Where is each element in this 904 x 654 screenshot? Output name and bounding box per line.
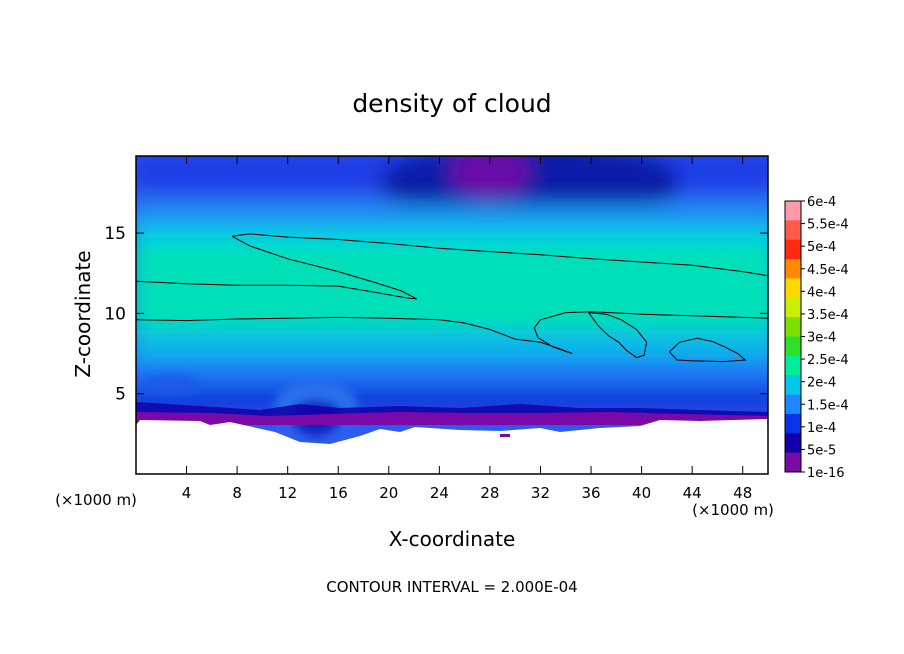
x-tick-label: 36 [581,484,600,502]
y-tick-label: 5 [115,385,126,405]
colorbar-swatch [785,355,801,376]
x-tick-label: 28 [480,484,499,502]
x-unit-left: (×1000 m) [55,491,137,509]
x-tick-label: 44 [683,484,702,502]
x-axis: 4 8 12 16 20 24 28 32 36 40 44 48 [182,156,752,502]
y-axis: 5 10 15 [104,224,768,405]
colorbar-label: 4.5e-4 [807,263,849,278]
colorbar-swatch [785,336,801,357]
x-tick-label: 20 [379,484,398,502]
colorbar-label: 2e-4 [807,376,836,391]
colorbar-swatch [785,452,801,473]
colorbar-label: 1e-4 [807,421,836,436]
x-axis-label: X-coordinate [389,527,516,551]
colorbar-swatch [785,297,801,318]
colorbar-swatch [785,220,801,241]
colorbar-label: 3e-4 [807,331,836,346]
colorbar-swatch [785,317,801,337]
x-tick-label: 12 [278,484,297,502]
colorbar-swatch [785,375,801,395]
colorbar-label: 6e-4 [807,195,836,210]
colorbar-swatch [785,394,801,415]
x-unit-right: (×1000 m) [692,501,774,519]
y-tick-label: 10 [104,304,126,324]
colorbar-label: 1.5e-4 [807,398,849,413]
colorbar-label: 2.5e-4 [807,353,849,368]
x-tick-label: 32 [531,484,550,502]
colorbar: 6e-4 5.5e-4 5e-4 4.5e-4 4e-4 3.5e-4 3e-4 2.5e-4… [784,195,849,481]
chart-title: density of cloud [352,89,551,118]
y-axis-label: Z-coordinate [71,250,95,377]
x-tick-label: 48 [733,484,752,502]
x-tick-label: 24 [430,484,449,502]
colorbar-swatch [785,239,801,260]
plot-field [136,156,768,474]
colorbar-swatch [785,278,801,299]
colorbar-label: 1e-16 [807,466,845,481]
colorbar-label: 5e-4 [807,240,836,255]
x-tick-label: 8 [232,484,242,502]
contour-interval-note: CONTOUR INTERVAL = 2.000E-04 [326,578,577,596]
colorbar-swatch [785,201,801,221]
x-tick-label: 4 [182,484,192,502]
contour-lines [136,233,768,363]
x-tick-label: 16 [329,484,348,502]
colorbar-label: 3.5e-4 [807,308,849,323]
x-tick-label: 40 [632,484,651,502]
colorbar-swatch [785,259,801,279]
colorbar-label: 5e-5 [807,443,836,458]
colorbar-swatch [785,433,801,453]
colorbar-swatch [785,413,801,434]
colorbar-label: 4e-4 [807,285,836,300]
y-tick-label: 15 [104,224,126,244]
plot-frame [135,155,769,475]
colorbar-label: 5.5e-4 [807,218,849,233]
